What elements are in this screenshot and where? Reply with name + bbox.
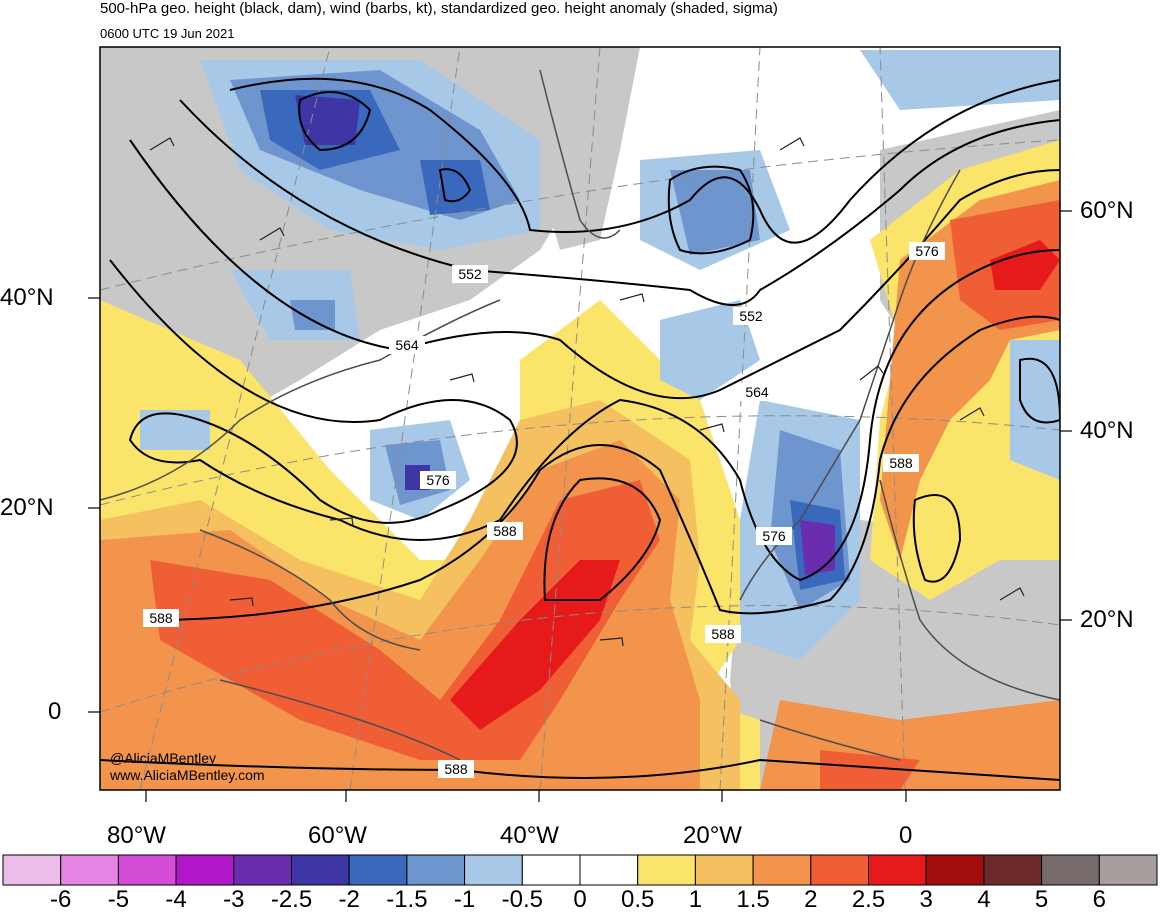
colorbar-tick-label: 4 (977, 886, 991, 913)
contour-label: 564 (395, 337, 419, 353)
lat-label-right: 20°N (1080, 606, 1134, 633)
contour-label: 588 (149, 610, 173, 626)
colorbar-swatch (637, 854, 696, 886)
colorbar-swatch (117, 854, 177, 886)
colorbar-tick-label: -1.5 (386, 886, 428, 913)
anomaly-colorbar (2, 854, 1158, 886)
colorbar-swatch (868, 854, 927, 886)
lat-label-left: 40°N (0, 284, 54, 311)
colorbar-tick-label: 0 (573, 886, 587, 913)
colorbar-tick-label: -4 (165, 886, 187, 913)
colorbar-tick-label: -5 (107, 886, 130, 913)
lat-label-left: 0 (48, 698, 62, 725)
colorbar-tick-label: -3 (223, 886, 245, 913)
lat-label-left: 20°N (0, 494, 54, 521)
height-contours (100, 77, 1060, 781)
positive-anomaly (100, 140, 1060, 790)
contour-label: 564 (745, 384, 769, 400)
lon-label: 80°W (107, 822, 166, 849)
map-panel: 552 564 576 588 552 564 576 588 576 588 … (100, 47, 1060, 790)
colorbar-swatch (752, 854, 812, 886)
colorbar-tick-label: 1.5 (736, 886, 770, 913)
colorbar-swatch (521, 854, 581, 886)
lat-label-right: 60°N (1080, 197, 1134, 224)
contour-label: 588 (711, 626, 735, 642)
colorbar-tick-label: 1 (688, 886, 703, 913)
coastlines (100, 69, 1060, 761)
colorbar-tick-label: 2.5 (851, 886, 886, 913)
colorbar-tick-label: -0.5 (501, 886, 543, 913)
colorbar-swatch (925, 854, 985, 886)
contour-label: 588 (889, 455, 913, 471)
valid-time: 0600 UTC 19 Jun 2021 (100, 26, 235, 41)
credit-handle: @AliciaMBentley (110, 750, 217, 766)
contour-label: 552 (458, 266, 482, 282)
colorbar-swatch (2, 854, 62, 886)
axis-ticks (88, 210, 1072, 802)
contour-label: 576 (762, 528, 786, 544)
colorbar-swatch (1098, 854, 1158, 886)
credit-website: www.AliciaMBentley.com (110, 767, 265, 783)
map-frame (99, 46, 1061, 791)
colorbar-tick-label: -6 (50, 886, 72, 913)
contour-labels: 552 564 576 588 552 564 576 588 576 588 … (143, 242, 945, 778)
map-title: 500-hPa geo. height (black, dam), wind (… (100, 0, 778, 17)
colorbar-swatch (60, 854, 119, 886)
colorbar-swatch (233, 854, 293, 886)
lat-label-right: 40°N (1080, 417, 1134, 444)
colorbar-tick-label: 5 (1034, 886, 1049, 913)
colorbar-swatch (175, 854, 235, 886)
wind-barbs (149, 137, 1025, 647)
contour-label: 576 (915, 243, 939, 259)
lon-label: 60°W (308, 822, 367, 849)
contour-label: 588 (493, 523, 517, 539)
colorbar-tick-label: -1 (453, 886, 476, 913)
graticule (100, 47, 1060, 790)
colorbar-swatch (406, 854, 466, 886)
colorbar-tick-label: 6 (1092, 886, 1106, 913)
lon-label: 0 (899, 822, 913, 849)
colorbar-tick-label: 3 (919, 886, 933, 913)
colorbar-swatch (810, 854, 869, 886)
colorbar-tick-label: 2 (804, 886, 818, 913)
colorbar-swatch (464, 854, 523, 886)
colorbar-swatch (694, 854, 754, 886)
negative-anomaly (140, 50, 1060, 660)
contour-label: 588 (444, 761, 468, 777)
colorbar-swatch (1041, 854, 1100, 886)
lon-label: 40°W (500, 822, 559, 849)
colorbar-tick-label: 0.5 (621, 886, 655, 913)
contour-label: 552 (739, 308, 763, 324)
colorbar-swatch (983, 854, 1043, 886)
contour-label: 576 (426, 472, 450, 488)
colorbar-tick-label: -2.5 (270, 886, 313, 913)
colorbar-swatch (291, 854, 350, 886)
lon-label: 20°W (683, 822, 742, 849)
colorbar-swatch (348, 854, 408, 886)
colorbar-tick-label: -2 (338, 886, 360, 913)
colorbar-swatch (579, 854, 639, 886)
